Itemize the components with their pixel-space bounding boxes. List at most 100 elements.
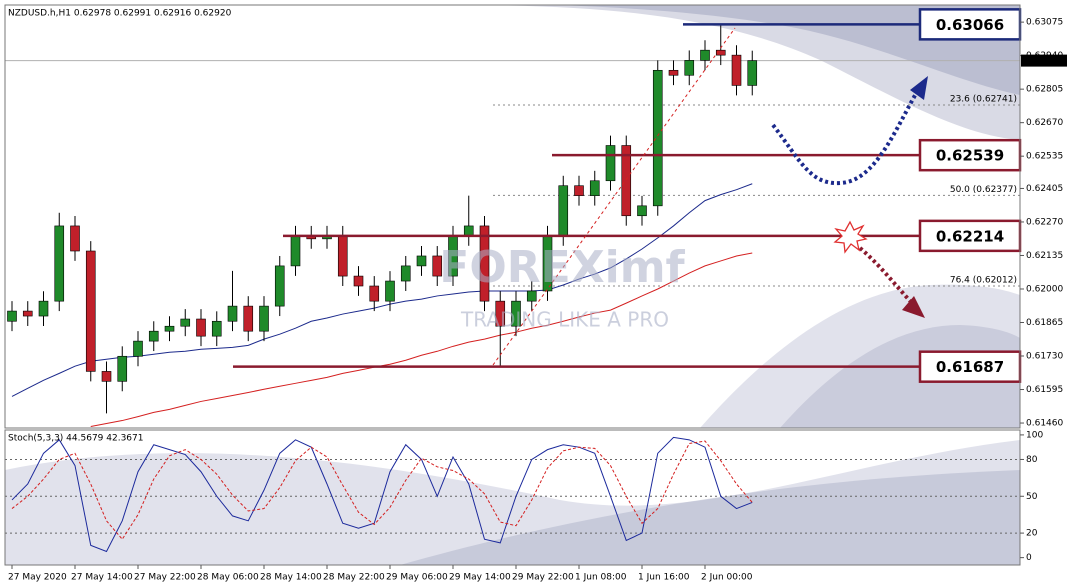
candle-body [133, 340, 143, 357]
candle-body [715, 49, 726, 56]
candle-body [621, 145, 632, 217]
level-box [918, 350, 1022, 383]
y-tick-label: 0.62270 [1026, 217, 1063, 227]
candle-body [495, 300, 506, 327]
deco-shape [400, 470, 1020, 565]
watermark-brand: FOREXimf [439, 242, 685, 293]
candle-body [164, 325, 175, 332]
y-tick-label: 0.62405 [1026, 184, 1063, 194]
forecast-arrow [858, 246, 914, 305]
candle-body [526, 290, 537, 302]
y-tick-label: 0.61730 [1026, 352, 1063, 362]
x-tick-label: 1 Jun 08:00 [575, 573, 627, 583]
watermark-tagline: TRADING LIKE A PRO [460, 308, 669, 332]
candle-body [479, 225, 490, 302]
y-tick-label: 50 [1026, 492, 1038, 502]
level-label: 0.62214 [936, 227, 1004, 245]
x-tick-label: 29 May 06:00 [386, 573, 448, 583]
candle-body [70, 225, 80, 252]
candle-body [54, 225, 65, 302]
y-tick-label: 0.63075 [1026, 18, 1063, 28]
x-tick-label: 27 May 22:00 [134, 573, 196, 583]
arrow-head [902, 296, 925, 318]
chart-header: NZDUSD.h,H1 0.62978 0.62991 0.62916 0.62… [8, 9, 232, 19]
stoch-frame [4, 429, 1021, 566]
candle-body [180, 318, 191, 327]
candle-body [196, 318, 206, 337]
y-tick-label: 0.61865 [1026, 318, 1063, 328]
candle-body [589, 180, 600, 196]
candle-body [731, 54, 742, 86]
candle-body [747, 60, 758, 86]
candle-body [558, 185, 569, 237]
fib-label: 76.4 (0.62012) [950, 276, 1017, 286]
x-tick-label: 27 May 14:00 [71, 573, 133, 583]
candle-body [101, 371, 112, 382]
candle-body [259, 305, 269, 332]
y-tick-label: 0 [1026, 553, 1032, 563]
x-tick-label: 2 Jun 00:00 [701, 573, 753, 583]
candle-body [337, 235, 348, 277]
candle-body [684, 60, 695, 76]
level-label: 0.61687 [936, 358, 1004, 376]
level-box [918, 8, 1022, 41]
candle-body [511, 300, 521, 327]
x-tick-label: 29 May 14:00 [449, 573, 511, 583]
y-tick-label: 0.62000 [1026, 284, 1063, 294]
forecast-arrow [771, 89, 920, 186]
candle-body [227, 305, 238, 322]
y-tick-label: 20 [1026, 529, 1038, 539]
candle-body [416, 255, 427, 267]
y-tick-label: 0.62805 [1026, 85, 1063, 95]
y-tick-label: 0.61460 [1026, 419, 1063, 429]
candle-body [38, 300, 49, 317]
last-price-label: 0.62920 [1025, 56, 1062, 66]
last-price-tag [1021, 54, 1067, 67]
candle-body [148, 330, 159, 342]
breakout-icon [833, 220, 868, 254]
level-label: 0.62539 [936, 147, 1004, 165]
x-tick-label: 28 May 14:00 [260, 573, 322, 583]
deco-shape [560, 5, 1020, 95]
arrow-head [910, 76, 928, 100]
x-tick-label: 29 May 22:00 [512, 573, 574, 583]
fib-label: 23.6 (0.62741) [950, 95, 1017, 105]
candle-body [668, 69, 679, 76]
candle-body [290, 235, 301, 267]
x-tick-label: 27 May 2020 [8, 573, 67, 583]
y-tick-label: 0.62135 [1026, 251, 1063, 261]
candle-body [700, 49, 710, 61]
candle-body [85, 250, 96, 372]
level-label: 0.63066 [936, 16, 1004, 34]
candle-body [353, 275, 364, 287]
indicator-line [11, 440, 753, 541]
candle-body [274, 265, 285, 307]
y-tick-label: 100 [1026, 430, 1043, 440]
indicator-line [11, 436, 753, 553]
candle-body [400, 265, 411, 282]
candle-body [211, 320, 222, 337]
deco-shape [5, 440, 1020, 565]
candle-body [22, 310, 33, 317]
level-box [918, 219, 1022, 253]
candle-body [117, 355, 128, 382]
main-frame [4, 4, 1021, 429]
candle-body [574, 185, 584, 196]
candle-body [637, 205, 647, 217]
fib-label: 50.0 (0.62377) [950, 185, 1017, 195]
indicator-line [90, 252, 753, 428]
x-tick-label: 1 Jun 16:00 [638, 573, 690, 583]
x-tick-label: 28 May 06:00 [197, 573, 259, 583]
y-tick-label: 0.62670 [1026, 118, 1063, 128]
indicator-header: Stoch(5,3,3) 44.5679 42.3671 [8, 434, 143, 444]
candle-body [432, 255, 443, 277]
candle-body [652, 69, 663, 207]
candle-body [463, 225, 474, 237]
plot-layer: 23.6 (0.62741) 50.0 (0.62377) 76.4 (0.6201… [5, 8, 1022, 553]
candle-body [369, 285, 380, 302]
candle-body [385, 280, 395, 302]
candle-body [7, 310, 17, 322]
x-tick-label: 28 May 22:00 [323, 573, 385, 583]
